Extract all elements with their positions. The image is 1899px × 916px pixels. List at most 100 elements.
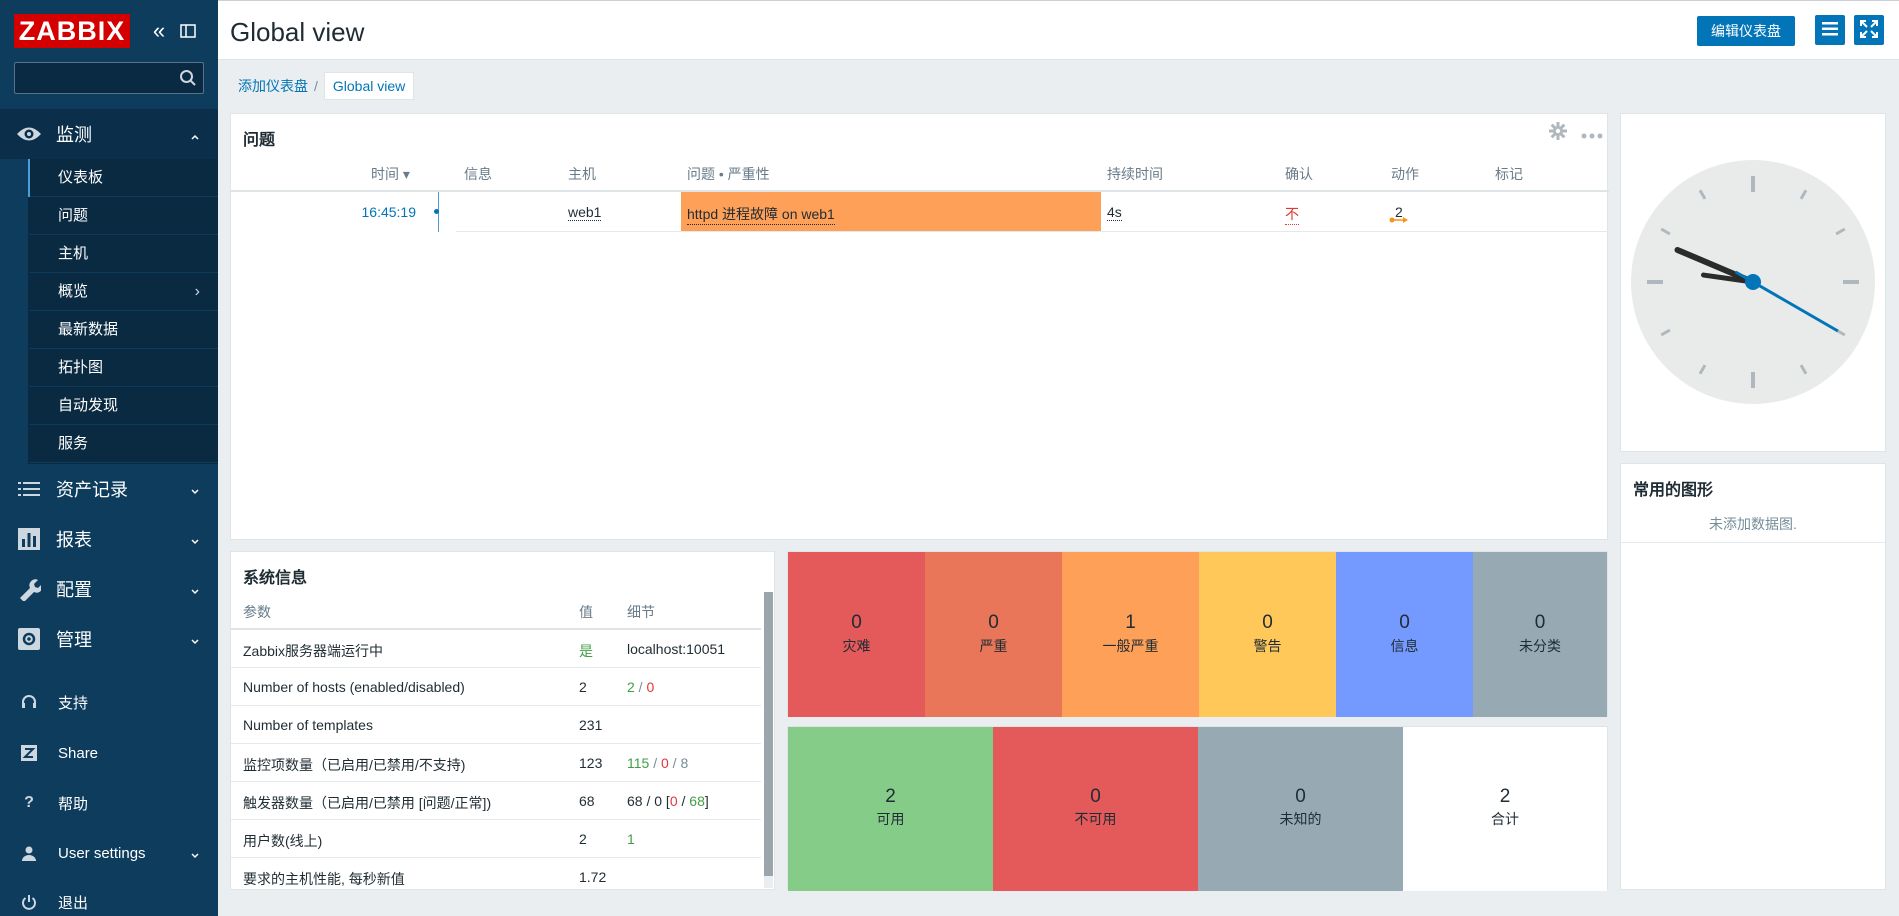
submenu-dashboard[interactable]: 仪表板 [30, 159, 218, 197]
severity-label: 警告 [1253, 638, 1282, 654]
header-divider [231, 190, 1609, 192]
problem-host[interactable]: web1 [568, 204, 602, 221]
sysinfo-param: 用户数(线上) [243, 833, 323, 849]
detail-part: 115 [627, 755, 650, 771]
problems-widget: 问题 时间 ▾ 信息 主机 问题 • 严重性 持续时间 确认 动作 标记 16:… [230, 113, 1609, 540]
availability-tile[interactable]: 0 不可用 [993, 727, 1198, 891]
menu-user-settings[interactable]: User settings [0, 831, 218, 875]
sysinfo-param: 触发器数量（已启用/已禁用 [问题/正常]) [243, 795, 492, 811]
chevron-down-icon [190, 481, 200, 495]
severity-count: 1 [1125, 612, 1136, 633]
severity-label: 灾难 [842, 638, 871, 654]
detail-part: ] [704, 793, 709, 809]
submenu-label: 主机 [58, 245, 89, 262]
search-input[interactable] [15, 63, 165, 93]
severity-tile[interactable]: 0 灾难 [788, 552, 925, 717]
problem-duration[interactable]: 4s [1107, 204, 1122, 221]
detail-part: 8 [680, 755, 689, 771]
chevron-right-icon: › [194, 283, 200, 300]
problem-actions[interactable]: 2 [1389, 204, 1408, 223]
col-problem[interactable]: 问题 • 严重性 [687, 166, 770, 182]
hide-sidebar-icon[interactable] [179, 22, 199, 42]
problems-by-severity-widget: 0 灾难 0 严重 1 一般严重 0 警告 0 信息 0 未分类 [787, 551, 1608, 717]
search-icon[interactable] [179, 69, 197, 87]
problem-name[interactable]: httpd 进程故障 on web1 [687, 204, 835, 225]
submenu-overview[interactable]: 概览 › [30, 273, 218, 311]
actions-menu-button[interactable] [1815, 15, 1845, 45]
clock-tick [1799, 364, 1808, 375]
menu-reports[interactable]: 报表 [0, 514, 218, 564]
menu-configuration[interactable]: 配置 [0, 564, 218, 614]
severity-tile[interactable]: 1 一般严重 [1062, 552, 1199, 717]
col-host[interactable]: 主机 [568, 166, 596, 182]
severity-count: 0 [851, 612, 862, 633]
problem-severity-cell[interactable]: httpd 进程故障 on web1 [681, 192, 1101, 232]
menu-inventory[interactable]: 资产记录 [0, 464, 218, 514]
menu-monitoring[interactable]: 监测 [0, 109, 218, 159]
submenu-maps[interactable]: 拓扑图 [30, 349, 218, 387]
widget-title: 系统信息 [243, 570, 308, 587]
availability-count: 0 [1295, 786, 1306, 807]
problem-ack[interactable]: 不 [1285, 204, 1299, 225]
sysinfo-row: 监控项数量（已启用/已禁用/不支持) 123 115 / 0 / 8 [231, 744, 761, 782]
availability-count: 2 [1499, 786, 1511, 807]
availability-tile[interactable]: 2 可用 [788, 727, 993, 891]
sysinfo-row: 要求的主机性能, 每秒新值 1.72 [231, 858, 761, 889]
menu-monitoring-label: 监测 [56, 125, 92, 145]
sysinfo-value: 231 [579, 717, 603, 733]
menu-support-label: 支持 [58, 694, 89, 712]
severity-tile[interactable]: 0 警告 [1199, 552, 1336, 717]
breadcrumb-separator: / [314, 78, 318, 94]
fullscreen-button[interactable] [1854, 15, 1884, 45]
submenu-discovery[interactable]: 自动发现 [30, 387, 218, 425]
sysinfo-details: localhost:10051 [627, 641, 725, 657]
breadcrumb-current[interactable]: Global view [323, 72, 415, 100]
submenu-hosts[interactable]: 主机 [30, 235, 218, 273]
col-duration: 持续时间 [1107, 166, 1163, 182]
menu-administration[interactable]: 管理 [0, 614, 218, 664]
submenu-latest-data[interactable]: 最新数据 [30, 311, 218, 349]
logo-row: ZABBIX « [14, 14, 208, 50]
clock-tick [1698, 364, 1707, 375]
gear-icon[interactable] [1549, 122, 1567, 140]
clock-tick [1799, 189, 1808, 200]
submenu-problems[interactable]: 问题 [30, 197, 218, 235]
menu-logout[interactable]: 退出 [0, 880, 218, 916]
menu-support[interactable]: 支持 [0, 680, 218, 724]
problem-time[interactable]: 16:45:19 [361, 204, 417, 220]
severity-count: 0 [1262, 612, 1273, 633]
detail-part: 68 [689, 793, 705, 809]
menu-share[interactable]: Share [0, 731, 218, 775]
breadcrumb-dashboards-link[interactable]: 添加仪表盘 [238, 78, 308, 94]
collapse-sidebar-icon[interactable]: « [152, 18, 166, 43]
clock-tick [1835, 227, 1846, 236]
col-ack: 确认 [1285, 166, 1313, 182]
severity-tile[interactable]: 0 信息 [1336, 552, 1473, 717]
scrollbar-thumb[interactable] [764, 592, 773, 876]
submenu-services[interactable]: 服务 [30, 425, 218, 463]
clock-tick [1660, 328, 1671, 337]
availability-tile[interactable]: 0 未知的 [1198, 727, 1403, 891]
chevron-down-icon [190, 631, 200, 645]
availability-tile[interactable]: 2 合计 [1403, 727, 1607, 891]
system-info-widget: 系统信息 参数 值 细节 Zabbix服务器端运行中 是 localhost:100… [230, 551, 775, 890]
severity-tile[interactable]: 0 严重 [925, 552, 1062, 717]
submenu-label: 问题 [58, 207, 89, 224]
monitoring-submenu [28, 159, 218, 464]
col-details: 细节 [627, 604, 655, 620]
severity-tile[interactable]: 0 未分类 [1473, 552, 1607, 717]
col-time[interactable]: 时间 ▾ [371, 166, 410, 182]
more-options-icon[interactable] [1581, 126, 1603, 139]
list-icon [16, 476, 42, 502]
severity-count: 0 [1399, 612, 1410, 633]
clock-tick [1660, 227, 1671, 236]
zabbix-logo[interactable]: ZABBIX [14, 14, 130, 48]
help-icon: ? [24, 794, 34, 811]
menu-help[interactable]: ? 帮助 [0, 781, 218, 825]
headset-icon [18, 691, 40, 713]
detail-part: / [634, 679, 647, 695]
no-graphs-message: 未添加数据图. [1709, 516, 1797, 532]
submenu-label: 概览 [58, 283, 89, 300]
edit-dashboard-button[interactable]: 编辑仪表盘 [1697, 16, 1795, 46]
chevron-up-icon [190, 126, 200, 140]
